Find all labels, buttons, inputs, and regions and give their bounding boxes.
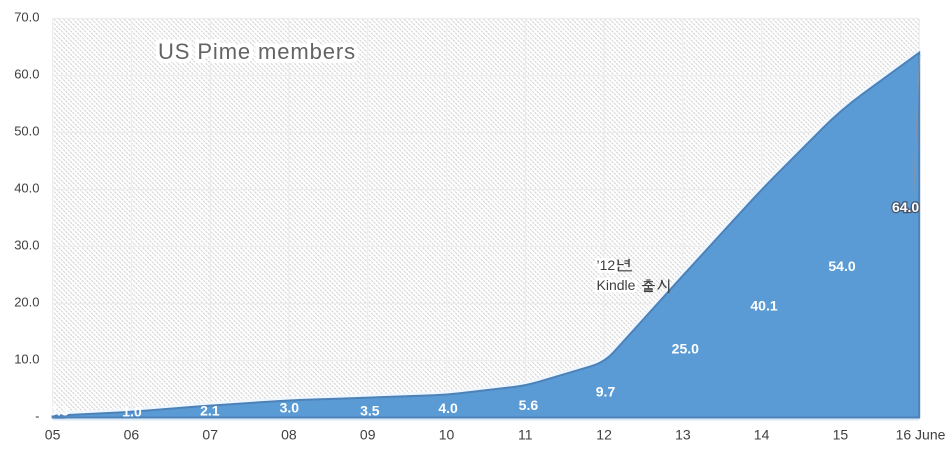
svg-text:Kindle: Kindle [597,277,636,293]
svg-text:-: - [35,409,39,424]
svg-text:06: 06 [124,426,140,442]
svg-text:3.5: 3.5 [360,403,380,419]
svg-text:08: 08 [281,426,297,442]
svg-text:0.3: 0.3 [49,403,69,419]
svg-text:12: 12 [596,426,612,442]
svg-text:10.0: 10.0 [14,352,39,367]
svg-text:9.7: 9.7 [596,383,616,399]
svg-text:16 June: 16 June [896,426,946,442]
svg-text:4.0: 4.0 [438,400,458,416]
svg-text:3.0: 3.0 [280,399,300,415]
svg-text:60.0: 60.0 [14,67,39,82]
svg-text:64.0: 64.0 [892,199,919,215]
svg-text:’12: ’12 [597,257,616,273]
svg-text:40.0: 40.0 [14,181,39,196]
svg-text:05: 05 [45,426,61,442]
svg-text:13: 13 [675,426,691,442]
svg-text:15: 15 [833,426,849,442]
svg-text:14: 14 [754,426,770,442]
svg-text:1.0: 1.0 [122,403,142,419]
svg-text:50.0: 50.0 [14,124,39,139]
svg-text:10: 10 [439,426,455,442]
svg-text:25.0: 25.0 [672,341,699,357]
svg-text:20.0: 20.0 [14,295,39,310]
svg-text:09: 09 [360,426,376,442]
svg-text:07: 07 [202,426,218,442]
svg-text:US Pime members: US Pime members [158,39,356,64]
svg-text:30.0: 30.0 [14,238,39,253]
svg-text:2.1: 2.1 [200,403,220,419]
svg-text:11: 11 [518,426,533,442]
svg-text:54.0: 54.0 [828,258,855,274]
svg-text:5.6: 5.6 [519,397,539,413]
svg-text:70.0: 70.0 [14,10,39,25]
svg-text:40.1: 40.1 [750,298,777,314]
